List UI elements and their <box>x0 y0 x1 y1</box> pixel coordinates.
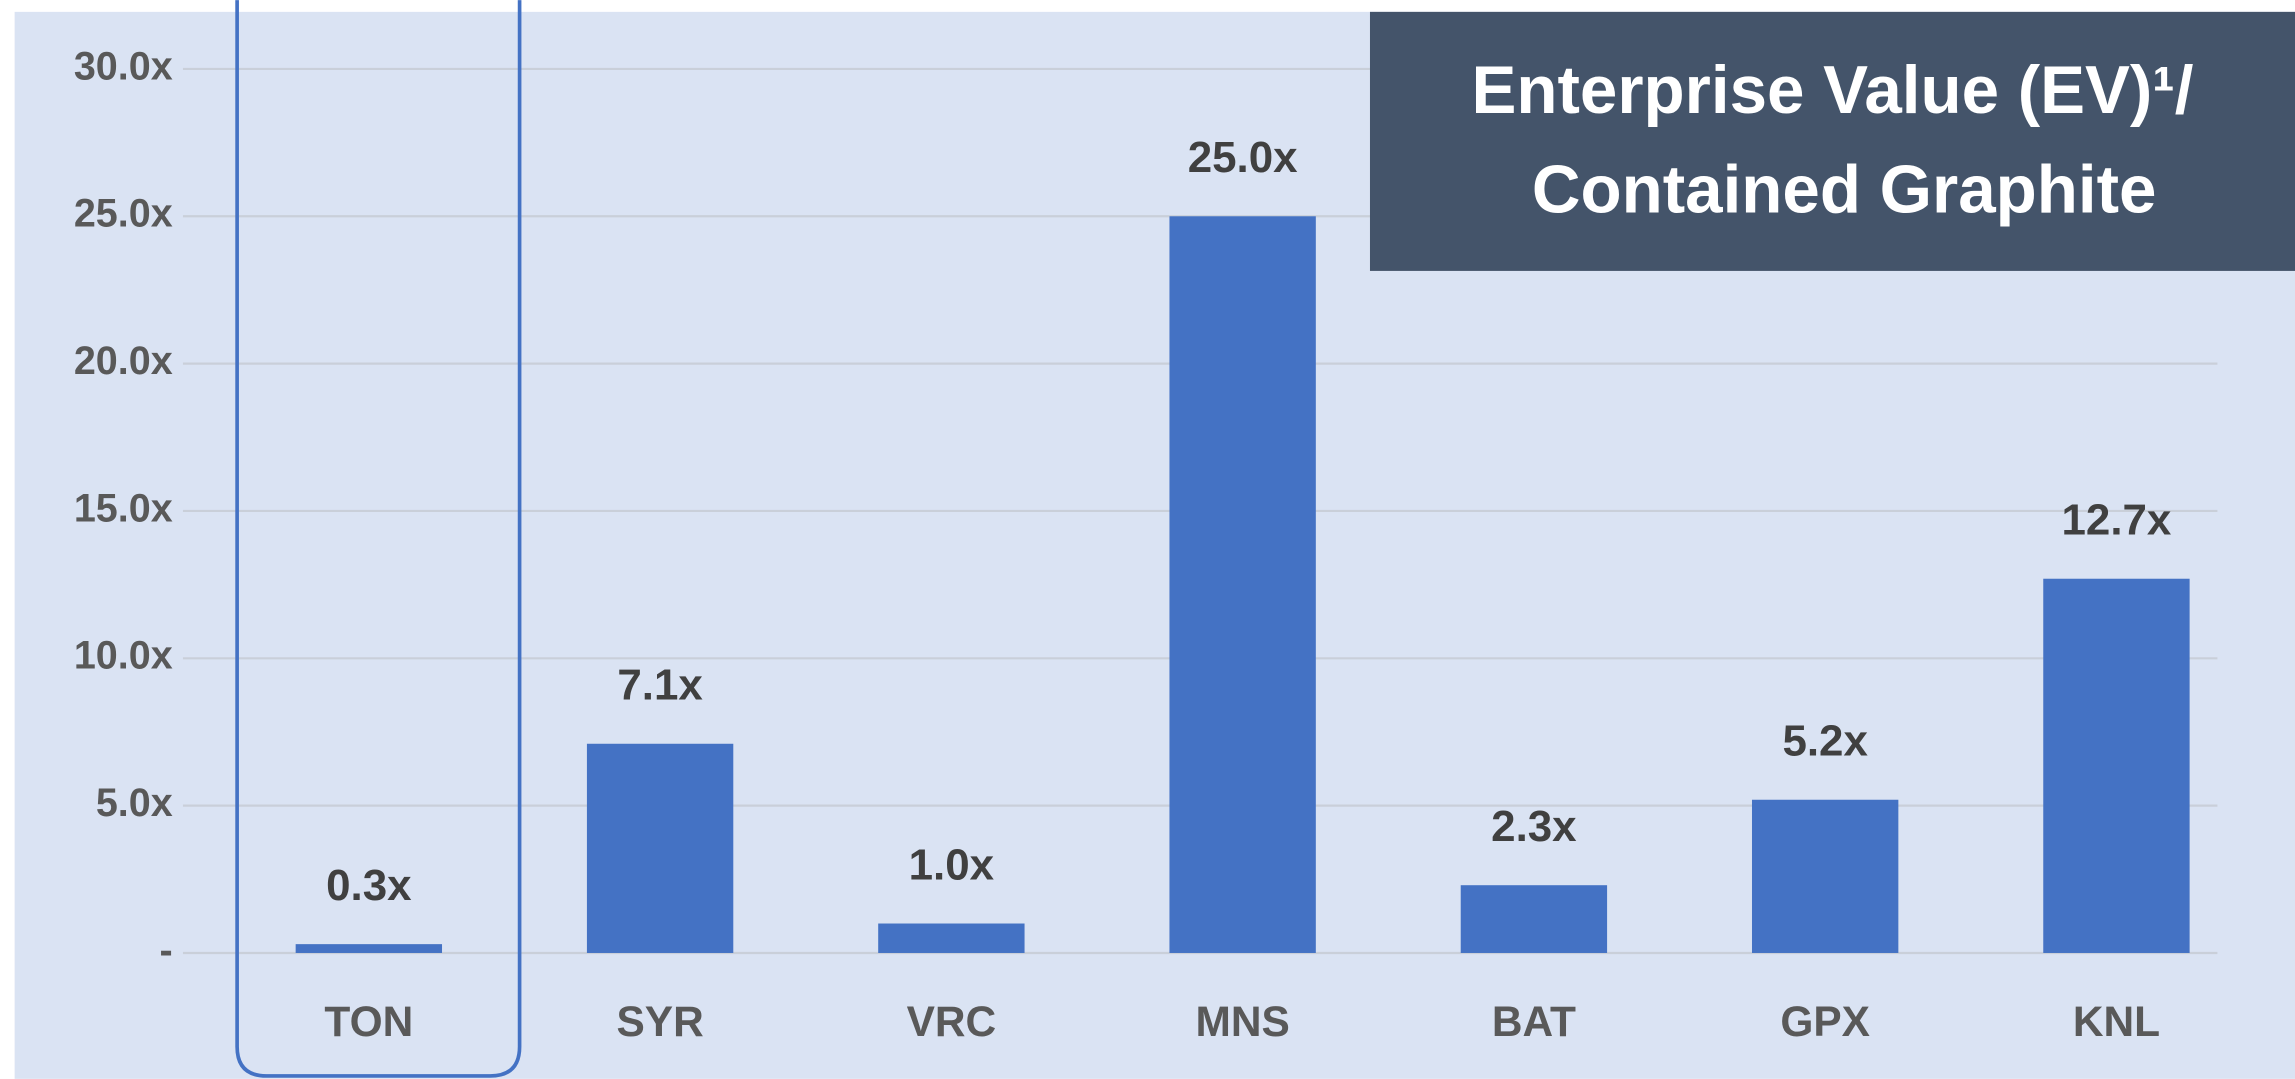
x-tick-label: GPX <box>1780 998 1870 1045</box>
y-tick-label: 15.0x <box>74 486 173 530</box>
value-label: 1.0x <box>909 840 995 889</box>
bar <box>586 743 734 953</box>
value-label: 5.2x <box>1782 717 1868 766</box>
bar <box>1169 216 1316 953</box>
value-label: 0.3x <box>326 861 412 910</box>
y-tick-label: 5.0x <box>96 781 173 825</box>
value-label: 25.0x <box>1188 133 1298 182</box>
bar <box>295 944 443 953</box>
bar <box>878 923 1025 953</box>
y-tick-label: 25.0x <box>74 192 173 236</box>
value-label: 2.3x <box>1491 802 1577 851</box>
chart-title: Enterprise Value (EV)¹/ <box>1472 53 2194 128</box>
y-tick-label: - <box>160 928 173 972</box>
x-tick-label: TON <box>324 998 413 1045</box>
title-box <box>1369 11 2295 271</box>
y-tick-label: 30.0x <box>74 44 173 88</box>
x-tick-label: KNL <box>2073 998 2160 1045</box>
chart-title: Contained Graphite <box>1532 153 2157 228</box>
marks: TON 0.3x SYR 7.1x VRC 1.0x MNS 25.0x BAT 2.3x GPX 5… <box>295 133 2190 1045</box>
bar <box>1751 799 1899 953</box>
y-tick-label: 20.0x <box>74 339 173 383</box>
value-label: 12.7x <box>2062 496 2172 545</box>
highlight-box <box>235 0 522 1078</box>
bar <box>1460 885 1608 953</box>
x-tick-label: VRC <box>907 998 997 1045</box>
x-tick-label: BAT <box>1492 998 1576 1045</box>
x-tick-label: SYR <box>616 998 703 1045</box>
value-label: 7.1x <box>617 661 703 710</box>
y-tick-label: 10.0x <box>74 634 173 678</box>
x-tick-label: MNS <box>1195 998 1289 1045</box>
bar <box>2043 578 2190 953</box>
